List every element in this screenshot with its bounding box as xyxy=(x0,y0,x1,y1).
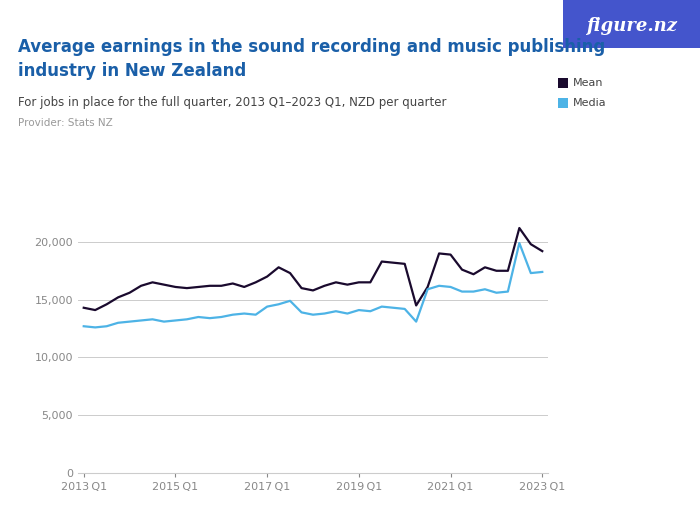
Text: For jobs in place for the full quarter, 2013 Q1–2023 Q1, NZD per quarter: For jobs in place for the full quarter, … xyxy=(18,96,447,109)
Text: industry in New Zealand: industry in New Zealand xyxy=(18,62,246,80)
Text: Mean: Mean xyxy=(573,78,603,88)
Text: Media: Media xyxy=(573,98,607,108)
Text: figure.nz: figure.nz xyxy=(586,17,677,35)
Text: Provider: Stats NZ: Provider: Stats NZ xyxy=(18,118,113,128)
Text: Average earnings in the sound recording and music publishing: Average earnings in the sound recording … xyxy=(18,38,606,56)
